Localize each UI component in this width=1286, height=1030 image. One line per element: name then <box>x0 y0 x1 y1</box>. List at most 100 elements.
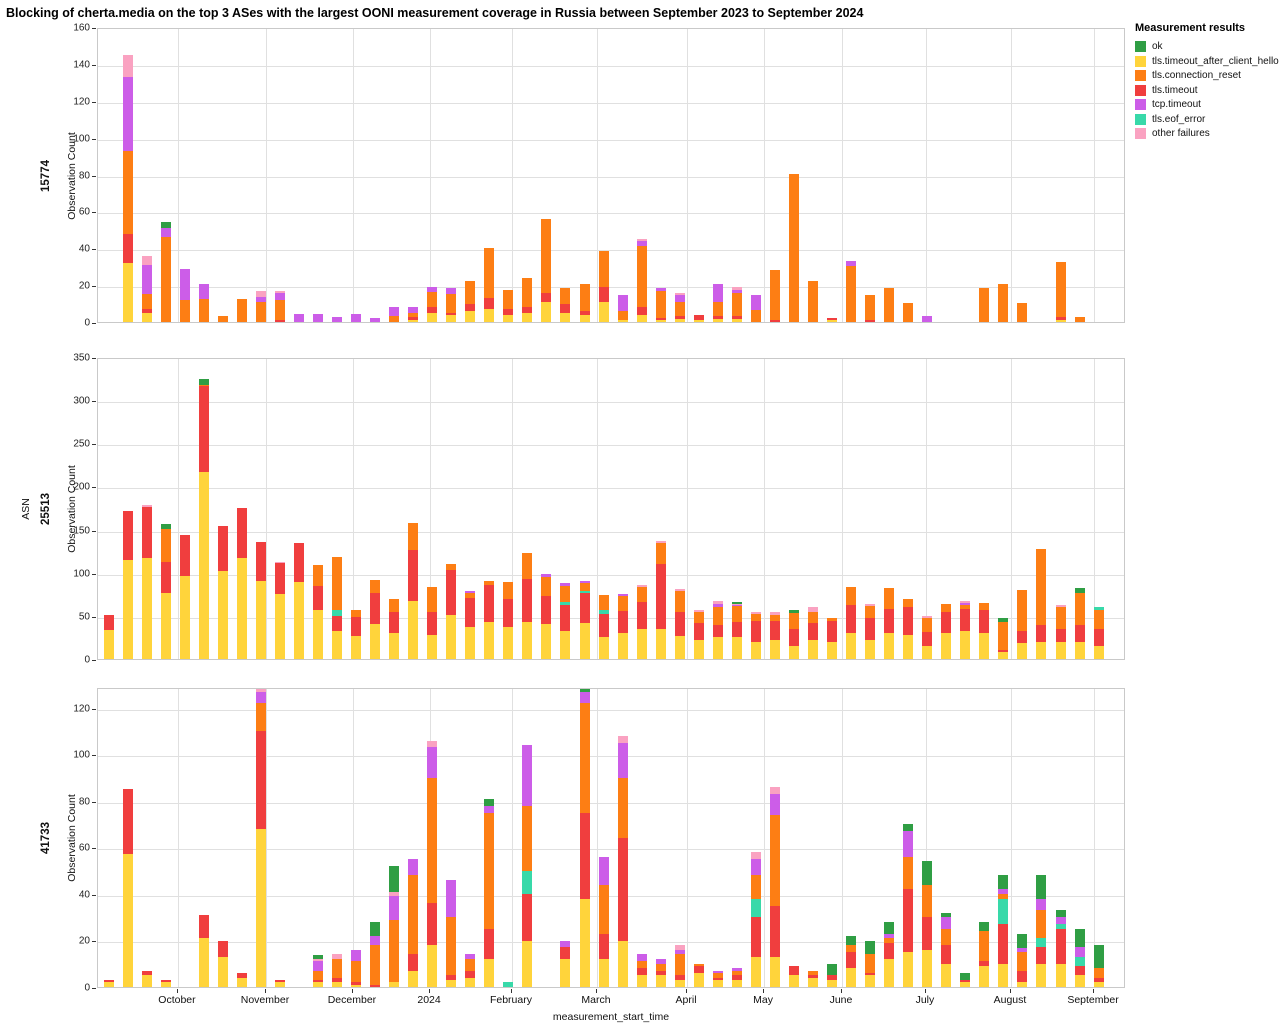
bar-asn25513-week39 <box>846 586 857 659</box>
legend-item-ok: ok <box>1135 41 1283 52</box>
bar-asn25513-week12 <box>331 557 342 659</box>
bar-segment-o <box>865 295 876 321</box>
bar-segment-r <box>922 632 933 647</box>
bar-asn15774-week11 <box>312 313 323 322</box>
bar-segment-t <box>522 870 533 894</box>
bar-segment-r <box>370 984 381 987</box>
bar-segment-y <box>922 949 933 987</box>
x-tick-label-June: June <box>829 994 853 1006</box>
bar-segment-r <box>865 973 876 976</box>
bar-segment-y <box>465 977 476 987</box>
bar-segment-pu <box>884 933 895 939</box>
bar-asn15774-week10 <box>293 313 304 322</box>
bar-segment-r <box>617 838 628 941</box>
bar-segment-y <box>941 963 952 987</box>
bar-asn25513-week25 <box>579 581 590 659</box>
bar-segment-r <box>636 307 647 315</box>
bar-segment-r <box>769 905 780 957</box>
bar-segment-y <box>655 320 666 322</box>
bar-segment-r <box>103 615 114 630</box>
bar-segment-r <box>884 942 895 960</box>
bar-segment-pu <box>484 805 495 813</box>
bar-segment-o <box>217 315 228 322</box>
bar-asn41733-week51 <box>1074 928 1085 987</box>
bar-segment-o <box>1074 592 1085 625</box>
legend-swatch-icon <box>1135 84 1146 96</box>
bar-segment-y <box>408 970 419 987</box>
bar-segment-t <box>1036 938 1047 948</box>
x-tick-mark <box>763 989 765 993</box>
bar-segment-r <box>693 314 704 321</box>
legend-item-tls-eof-error: tls.eof_error <box>1135 113 1283 125</box>
bar-segment-r <box>427 903 438 946</box>
bar-segment-r <box>389 612 400 634</box>
bar-segment-g <box>884 921 895 934</box>
bar-segment-o <box>750 614 761 622</box>
bar-segment-o <box>370 945 381 985</box>
bar-segment-g <box>846 935 857 946</box>
bar-asn15774-week26 <box>598 251 609 322</box>
facet-panel-25513 <box>97 358 1125 660</box>
bar-segment-y <box>217 571 228 659</box>
bar-segment-pu <box>446 287 457 295</box>
bar-segment-pk <box>274 562 285 564</box>
bar-segment-r <box>827 318 838 321</box>
bar-segment-y <box>103 629 114 659</box>
bar-segment-o <box>884 588 895 609</box>
legend-item-tls-timeout: tls.timeout <box>1135 84 1283 96</box>
bar-segment-y <box>827 980 838 987</box>
bar-segment-y <box>750 641 761 659</box>
bar-segment-y <box>122 854 133 987</box>
gridline <box>430 359 432 659</box>
bar-segment-r <box>674 611 685 636</box>
bar-segment-pu <box>712 284 723 302</box>
bar-asn25513-week23 <box>541 574 552 659</box>
bar-segment-r <box>503 598 514 628</box>
bar-segment-r <box>1055 628 1066 642</box>
bar-segment-r <box>884 608 895 634</box>
bar-segment-pu <box>389 307 400 316</box>
bar-segment-pk <box>312 959 323 962</box>
bar-segment-o <box>674 954 685 976</box>
bar-segment-o <box>522 805 533 871</box>
bar-segment-y <box>446 314 457 322</box>
bar-asn15774-week36 <box>788 173 799 322</box>
bar-segment-r <box>1036 947 1047 964</box>
bar-segment-pu <box>122 76 133 151</box>
bar-segment-o <box>198 298 209 322</box>
y-tick-mark <box>92 28 96 29</box>
facet-label-asn-41733: 41733 <box>40 822 52 854</box>
bar-asn25513-week24 <box>560 583 571 659</box>
bar-segment-o <box>351 609 362 617</box>
bar-segment-y <box>1074 641 1085 659</box>
gridline <box>177 29 179 322</box>
y-tick-label: 0 <box>84 317 90 329</box>
bar-segment-pu <box>750 295 761 311</box>
bar-segment-pk <box>617 735 628 743</box>
bar-segment-o <box>941 928 952 946</box>
bar-asn25513-week41 <box>884 588 895 659</box>
bar-segment-pu <box>731 289 742 293</box>
bar-asn25513-week36 <box>788 609 799 659</box>
bar-segment-y <box>636 975 647 987</box>
y-tick-label: 250 <box>73 438 90 450</box>
bar-segment-o <box>408 312 419 318</box>
bar-segment-y <box>865 640 876 659</box>
bar-segment-y <box>769 640 780 659</box>
bar-segment-pu <box>846 261 857 266</box>
gridline <box>596 29 598 322</box>
bar-segment-y <box>198 938 209 987</box>
bar-segment-pu <box>903 831 914 857</box>
bar-asn41733-week28 <box>636 954 647 987</box>
gridline <box>98 756 1124 758</box>
bar-segment-o <box>693 611 704 623</box>
bar-segment-g <box>1055 910 1066 918</box>
bar-segment-o <box>484 581 495 585</box>
bar-segment-o <box>846 586 857 605</box>
bar-segment-r <box>579 310 590 315</box>
bar-segment-o <box>331 557 342 610</box>
bar-segment-g <box>389 866 400 892</box>
bar-segment-y <box>1074 975 1085 987</box>
bar-segment-y <box>236 558 247 659</box>
bar-segment-o <box>731 605 742 622</box>
